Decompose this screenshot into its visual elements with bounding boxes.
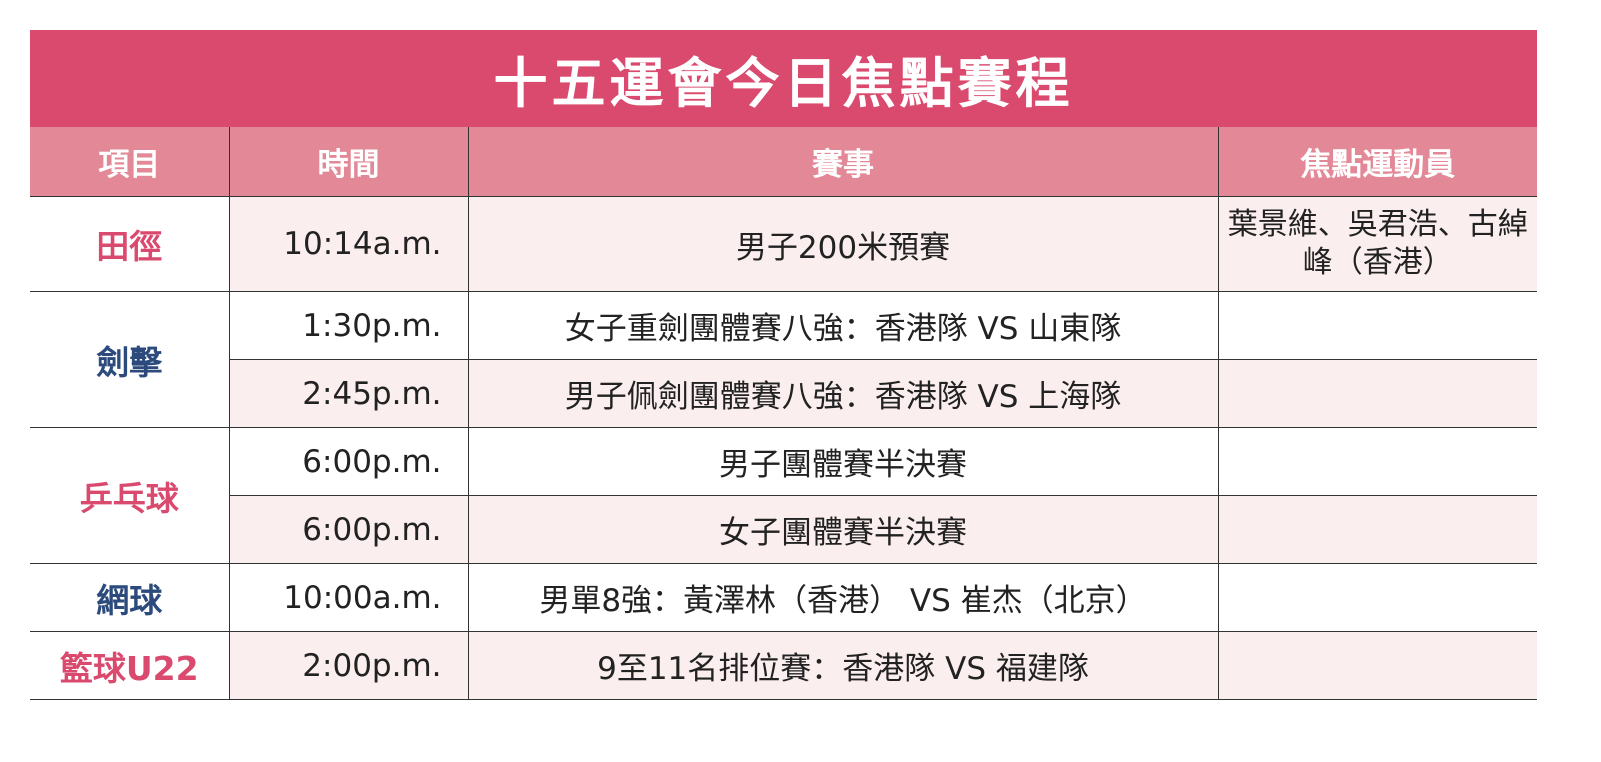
time-cell: 10:00a.m. [228, 563, 469, 632]
time-cell: 1:30p.m. [228, 291, 469, 360]
athletes-cell [1217, 291, 1537, 360]
sport-cell: 網球 [30, 563, 230, 632]
time-cell: 10:14a.m. [228, 196, 469, 292]
athletes-cell: 葉景維、吳君浩、古綽峰（香港） [1217, 196, 1537, 292]
time-cell: 2:45p.m. [229, 359, 469, 428]
athletes-cell [1217, 359, 1537, 428]
event-cell: 男子200米預賽 [467, 196, 1219, 292]
schedule-table: 項目 時間 賽事 焦點運動員 田徑 10:14a.m. 男子200米預賽 葉景維… [30, 127, 1537, 700]
event-cell: 男單8強：黃澤林（香港） VS 崔杰（北京） [467, 563, 1219, 632]
event-cell: 女子重劍團體賽八強：香港隊 VS 山東隊 [467, 291, 1219, 360]
event-cell: 男子團體賽半決賽 [467, 427, 1219, 496]
time-cell: 2:00p.m. [228, 631, 469, 700]
page-title: 十五運會今日焦點賽程 [30, 30, 1537, 127]
header-row: 項目 時間 賽事 焦點運動員 [30, 127, 1537, 197]
athletes-cell [1217, 563, 1537, 632]
table-row: 籃球U22 2:00p.m. 9至11名排位賽：香港隊 VS 福建隊 [30, 631, 1537, 700]
header-event: 賽事 [467, 127, 1219, 197]
table-row: 乒乓球 6:00p.m. 男子團體賽半決賽 [30, 427, 1537, 564]
athletes-cell [1217, 495, 1537, 564]
header-athletes: 焦點運動員 [1217, 127, 1537, 197]
table-row: 田徑 10:14a.m. 男子200米預賽 葉景維、吳君浩、古綽峰（香港） [30, 196, 1537, 292]
schedule-infographic: 十五運會今日焦點賽程 項目 時間 賽事 焦點運動員 田徑 10:14a.m. 男… [30, 30, 1537, 700]
event-cell: 9至11名排位賽：香港隊 VS 福建隊 [467, 631, 1219, 700]
table-row: 劍擊 1:30p.m. 女子重劍團體賽八強：香港隊 VS 山東隊 [30, 291, 1537, 428]
table-row: 6:00p.m. 女子團體賽半決賽 [30, 495, 1537, 564]
time-cell: 6:00p.m. [229, 495, 469, 564]
header-sport: 項目 [30, 127, 230, 197]
athletes-cell [1217, 631, 1537, 700]
sport-cell: 乒乓球 [30, 427, 230, 564]
event-cell: 男子佩劍團體賽八強：香港隊 VS 上海隊 [467, 359, 1219, 428]
sport-cell: 籃球U22 [30, 631, 230, 700]
header-time: 時間 [228, 127, 469, 197]
sport-cell: 田徑 [30, 196, 230, 292]
event-cell: 女子團體賽半決賽 [467, 495, 1219, 564]
table-row: 2:45p.m. 男子佩劍團體賽八強：香港隊 VS 上海隊 [30, 359, 1537, 428]
time-cell: 6:00p.m. [228, 427, 469, 496]
sport-cell: 劍擊 [30, 291, 230, 428]
athletes-cell [1217, 427, 1537, 496]
table-row: 網球 10:00a.m. 男單8強：黃澤林（香港） VS 崔杰（北京） [30, 563, 1537, 632]
